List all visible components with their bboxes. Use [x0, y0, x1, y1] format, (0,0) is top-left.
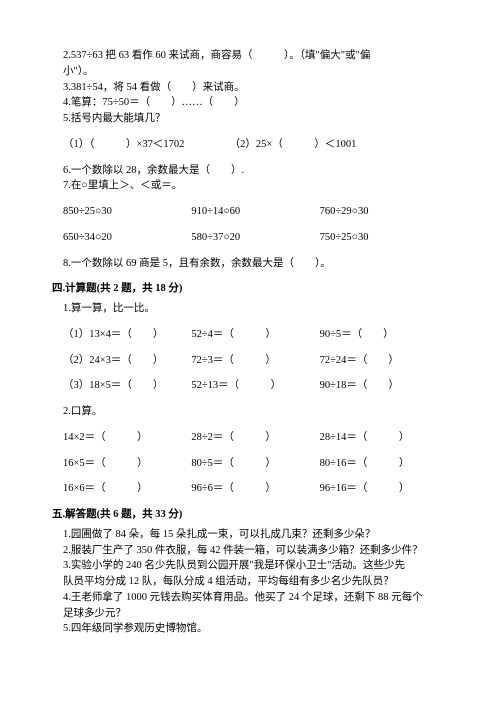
q5-sub2: （2）25×（ ）＜1001 [230, 139, 357, 150]
c1-r1-c: 90÷5＝（ ） [320, 327, 448, 343]
c1-r2-c: 72÷24＝（ ） [320, 353, 448, 369]
q4-line: 4.笔算：75÷50＝（ ）……（ ） [52, 95, 448, 111]
c1-row3: （3）18×5＝（ ） 52÷13＝（ ） 90÷18＝（ ） [52, 378, 448, 394]
q7-r1-c: 760÷29○30 [320, 204, 448, 220]
q7-r1-a: 850÷25○30 [63, 204, 191, 220]
a1-line: 1.园圃做了 84 朵，每 15 朵扎成一束，可以扎成几束？还剩多少朵？ [52, 527, 448, 543]
c1-r2-a: （2）24×3＝（ ） [63, 353, 191, 369]
c2-r3-b: 96÷6＝（ ） [191, 481, 319, 497]
c2-r2-c: 80÷16＝（ ） [320, 456, 448, 472]
q5-sub: （1）（ ）×37＜1702 （2）25×（ ）＜1001 [52, 137, 448, 153]
a4-line1: 4.王老师拿了 1000 元钱去购买体育用品。他买了 24 个足球，还剩下 88… [52, 590, 448, 606]
c1-r3-a: （3）18×5＝（ ） [63, 378, 191, 394]
q3-line: 3.381÷54，将 54 看做（ ）来试商。 [52, 80, 448, 96]
c2-r3-a: 16×6＝（ ） [63, 481, 191, 497]
q7-row2: 650÷34○20 580÷37○20 750÷25○30 [52, 230, 448, 246]
c2-line: 2.口算。 [52, 404, 448, 420]
q7-line: 7.在○里填上＞、＜或＝。 [52, 178, 448, 194]
c1-r1-a: （1）13×4＝（ ） [63, 327, 191, 343]
c1-r3-c: 90÷18＝（ ） [320, 378, 448, 394]
c2-r1-c: 28÷14＝（ ） [320, 430, 448, 446]
c2-r2-b: 80÷5＝（ ） [191, 456, 319, 472]
c1-r2-b: 72÷3＝（ ） [191, 353, 319, 369]
c2-row2: 16×5＝（ ） 80÷5＝（ ） 80÷16＝（ ） [52, 456, 448, 472]
q2-line1: 2.537÷63 把 63 看作 60 来试商，商容易（ ）。（填"偏大"或"偏 [52, 48, 448, 64]
c2-r2-a: 16×5＝（ ） [63, 456, 191, 472]
c1-r3-b: 52÷13＝（ ） [191, 378, 319, 394]
q8-line: 8.一个数除以 69 商是 5，且有余数，余数最大是（ ）。 [52, 256, 448, 272]
section5-heading: 五.解答题(共 6 题，共 33 分) [52, 507, 448, 523]
q7-r2-c: 750÷25○30 [320, 230, 448, 246]
q7-row1: 850÷25○30 910÷14○60 760÷29○30 [52, 204, 448, 220]
c1-row1: （1）13×4＝（ ） 52÷4＝（ ） 90÷5＝（ ） [52, 327, 448, 343]
section4-heading: 四.计算题(共 2 题，共 18 分) [52, 281, 448, 297]
a3-line2: 队员平均分成 12 队，每队分成 4 组活动，平均每组有多少名少先队员？ [52, 574, 448, 590]
page: 2.537÷63 把 63 看作 60 来试商，商容易（ ）。（填"偏大"或"偏… [0, 0, 500, 707]
q7-r2-b: 580÷37○20 [191, 230, 319, 246]
q5-sub1: （1）（ ）×37＜1702 [63, 139, 184, 150]
c2-r3-c: 96÷16＝（ ） [320, 481, 448, 497]
a3-line1: 3.实验小学的 240 名少先队员到公园开展"我是环保小卫士"活动。这些少先 [52, 558, 448, 574]
q7-r2-a: 650÷34○20 [63, 230, 191, 246]
c2-row1: 14×2＝（ ） 28÷2＝（ ） 28÷14＝（ ） [52, 430, 448, 446]
a2-line: 2.服装厂生产了 350 件衣服，每 42 件装一箱，可以装满多少箱？还剩多少件… [52, 543, 448, 559]
c2-r1-b: 28÷2＝（ ） [191, 430, 319, 446]
c2-row3: 16×6＝（ ） 96÷6＝（ ） 96÷16＝（ ） [52, 481, 448, 497]
c1-line: 1.算一算，比一比。 [52, 301, 448, 317]
c1-r1-b: 52÷4＝（ ） [191, 327, 319, 343]
q5-line: 5.括号内最大能填几？ [52, 111, 448, 127]
a4-line2: 足球多少元？ [52, 606, 448, 622]
q7-r1-b: 910÷14○60 [191, 204, 319, 220]
q2-line2: 小"）。 [52, 64, 448, 80]
a5-line: 5.四年级同学参观历史博物馆。 [52, 621, 448, 637]
q6-line: 6.一个数除以 28，余数最大是（ ）. [52, 163, 448, 179]
c1-row2: （2）24×3＝（ ） 72÷3＝（ ） 72÷24＝（ ） [52, 353, 448, 369]
c2-r1-a: 14×2＝（ ） [63, 430, 191, 446]
